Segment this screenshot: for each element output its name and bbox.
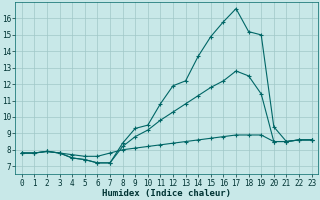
- X-axis label: Humidex (Indice chaleur): Humidex (Indice chaleur): [102, 189, 231, 198]
